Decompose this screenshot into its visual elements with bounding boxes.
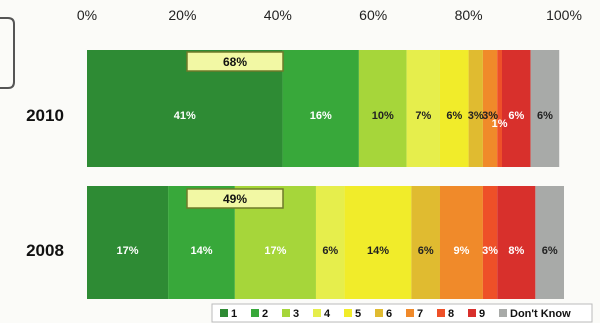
legend-swatch (375, 309, 383, 317)
segment-label: 6% (322, 245, 338, 257)
segment-label: 10% (372, 110, 394, 122)
left-edge-frame (0, 17, 15, 89)
bar-segment-6 (468, 50, 483, 167)
legend-item-2: 2 (251, 308, 268, 320)
segment-label: 17% (117, 245, 139, 257)
segment-label: 8% (508, 245, 524, 257)
callout-box (186, 51, 284, 72)
segment-label: 6% (446, 110, 462, 122)
x-tick-label: 0% (77, 7, 97, 23)
bar-segment-7 (439, 186, 483, 299)
bar-segment-dk (530, 50, 560, 167)
segment-label: 17% (264, 245, 286, 257)
bar-segment-1 (87, 186, 169, 299)
legend-swatch (344, 309, 352, 317)
segment-label: 9% (453, 245, 469, 257)
legend-label: 8 (448, 308, 454, 320)
legend-item-5: 5 (344, 308, 361, 320)
legend-label: 9 (479, 308, 485, 320)
legend-item-1: 1 (220, 308, 237, 320)
bar-segment-5 (439, 50, 469, 167)
legend-label: 4 (324, 308, 331, 320)
bar-segment-2 (282, 50, 359, 167)
legend-swatch (437, 309, 445, 317)
bar-segment-4 (406, 50, 440, 167)
bar-segment-7 (482, 50, 498, 167)
legend-swatch (220, 309, 228, 317)
bar-segment-9 (501, 50, 531, 167)
segment-label: 41% (174, 110, 196, 122)
x-tick-label: 20% (168, 7, 196, 23)
legend-swatch (251, 309, 259, 317)
legend-swatch (468, 309, 476, 317)
bar-segment-4 (315, 186, 345, 299)
bar-segment-3 (358, 50, 407, 167)
bar-segment-6 (411, 186, 440, 299)
segment-label: 6% (537, 110, 553, 122)
legend-label: 7 (417, 308, 423, 320)
bar-segment-dk (535, 186, 564, 299)
segment-label: 3% (482, 245, 498, 257)
x-tick-label: 100% (546, 7, 582, 23)
legend-swatch (406, 309, 414, 317)
legend-item-7: 7 (406, 308, 423, 320)
callout-box (186, 188, 284, 209)
bar-row-2008: 2008 17% 14% 17% 6% 14% 6% 9% 3% 8% 6% 49% (26, 186, 564, 299)
bars: 2010 41% 16% 10% 7% 6% 3%3%1%6% 6%68%2008 17% 14%… (26, 50, 564, 299)
legend-label: 3 (293, 308, 299, 320)
segment-label: 7% (415, 110, 431, 122)
bar-segment-9 (497, 186, 536, 299)
legend-label: 1 (231, 308, 237, 320)
legend-item-dk: Don't Know (499, 308, 571, 320)
segment-label: 3% (482, 110, 498, 122)
bar-segment-5 (344, 186, 412, 299)
segment-label: 3% (468, 110, 484, 122)
legend-swatch (313, 309, 321, 317)
legend-item-6: 6 (375, 308, 392, 320)
callout-value: 68% (223, 55, 247, 69)
segment-label: 6% (418, 245, 434, 257)
segment-label: 6% (508, 110, 524, 122)
legend-label: 6 (386, 308, 392, 320)
legend-item-4: 4 (313, 308, 331, 320)
x-tick-label: 40% (264, 7, 292, 23)
segment-label: 1% (492, 118, 508, 130)
legend-item-9: 9 (468, 308, 485, 320)
legend-label: Don't Know (510, 308, 571, 320)
legend-label: 2 (262, 308, 268, 320)
x-axis-ticks: 0% 20% 40% 60% 80% 100% (77, 7, 582, 23)
legend-item-8: 8 (437, 308, 454, 320)
x-tick-label: 80% (455, 7, 483, 23)
legend-label: 5 (355, 308, 361, 320)
bar-segment-8 (497, 50, 502, 167)
segment-label: 14% (190, 245, 212, 257)
callout-value: 49% (223, 192, 247, 206)
segment-label: 16% (310, 110, 332, 122)
bar-row-2010: 2010 41% 16% 10% 7% 6% 3%3%1%6% 6%68% (26, 50, 560, 167)
x-tick-label: 60% (359, 7, 387, 23)
legend-item-3: 3 (282, 308, 299, 320)
legend-swatch (499, 309, 507, 317)
segment-label: 14% (367, 245, 389, 257)
row-label: 2010 (26, 106, 64, 125)
bar-segment-8 (482, 186, 498, 299)
legend-box (211, 303, 593, 323)
row-label: 2008 (26, 241, 64, 260)
legend: 1 2 3 4 5 6 7 8 9 Don't Know (211, 303, 593, 323)
segment-label: 6% (542, 245, 558, 257)
legend-swatch (282, 309, 290, 317)
